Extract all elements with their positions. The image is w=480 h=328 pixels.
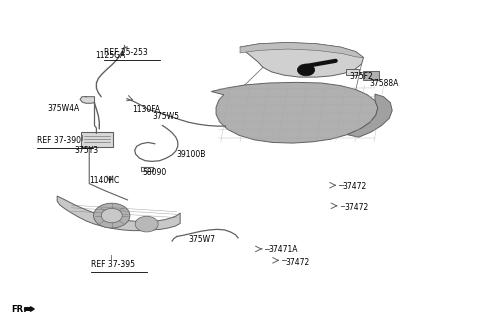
Polygon shape <box>240 43 363 77</box>
Text: 37472: 37472 <box>343 182 367 191</box>
FancyBboxPatch shape <box>346 69 359 74</box>
Polygon shape <box>24 307 34 311</box>
Text: 37472: 37472 <box>344 203 369 212</box>
Text: 37471A: 37471A <box>269 245 298 255</box>
Text: 375F2: 375F2 <box>349 72 373 81</box>
Text: 39100B: 39100B <box>177 150 206 159</box>
Polygon shape <box>57 196 180 231</box>
Circle shape <box>94 203 130 228</box>
Polygon shape <box>240 43 363 57</box>
FancyBboxPatch shape <box>81 132 113 147</box>
Text: REF 25-253: REF 25-253 <box>104 48 147 57</box>
Text: 375W7: 375W7 <box>188 235 216 244</box>
Text: REF 37-390: REF 37-390 <box>36 136 81 145</box>
Text: 375W5: 375W5 <box>153 112 180 121</box>
Text: 375Y3: 375Y3 <box>74 146 98 155</box>
Text: 58090: 58090 <box>142 168 166 177</box>
Text: 37472: 37472 <box>286 258 310 267</box>
Text: 37588A: 37588A <box>369 79 398 89</box>
Text: FR.: FR. <box>11 304 27 314</box>
Text: 1140HC: 1140HC <box>89 176 120 185</box>
FancyBboxPatch shape <box>362 71 379 80</box>
Circle shape <box>101 208 122 223</box>
Polygon shape <box>347 94 392 137</box>
Polygon shape <box>211 82 378 143</box>
Text: 375W4A: 375W4A <box>48 104 80 113</box>
Text: REF 37-395: REF 37-395 <box>91 260 135 269</box>
Text: 1125GA: 1125GA <box>96 51 126 60</box>
Text: 1130FA: 1130FA <box>132 105 160 113</box>
Polygon shape <box>80 97 95 103</box>
Circle shape <box>298 64 315 76</box>
Circle shape <box>135 216 158 232</box>
